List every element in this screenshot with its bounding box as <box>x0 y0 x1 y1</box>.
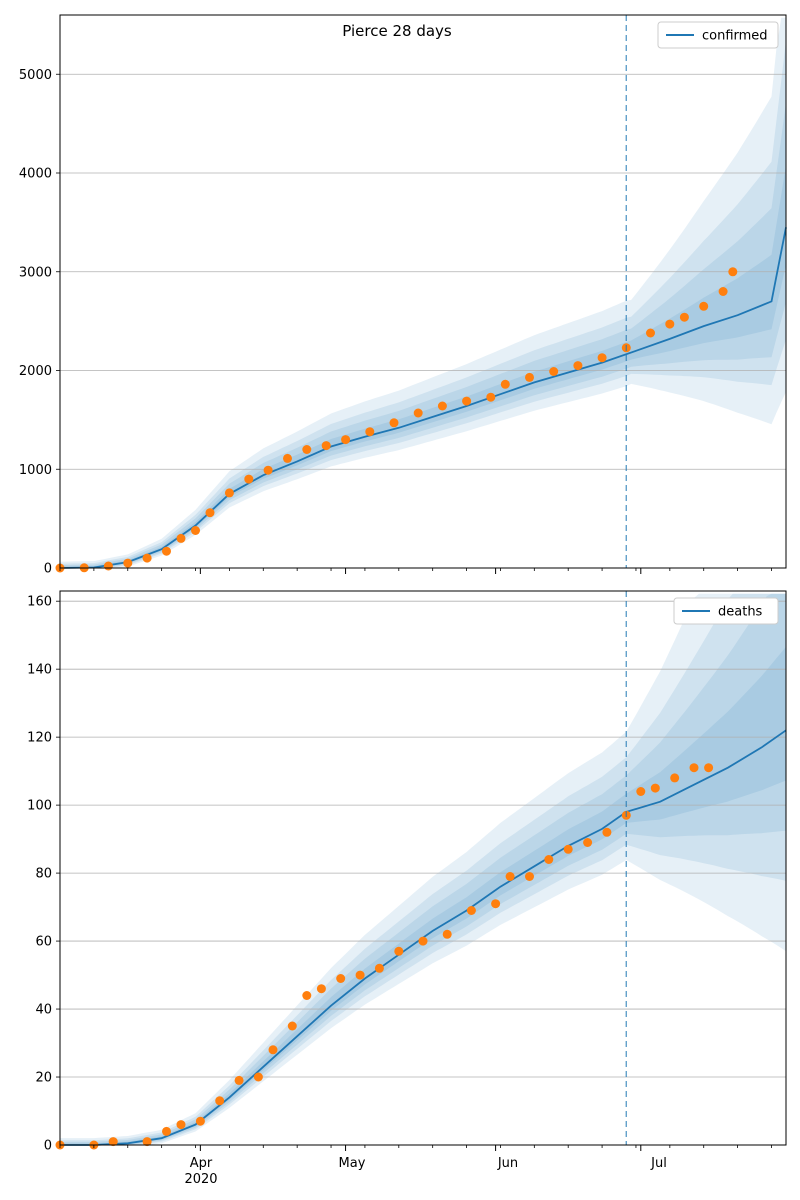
y-tick-label: 80 <box>35 867 52 882</box>
observed-point <box>176 1120 186 1130</box>
observed-point <box>500 379 510 389</box>
observed-point <box>253 1072 263 1082</box>
x-tick-label-jul: Jul <box>650 1156 667 1171</box>
x-axis-labels: Apr May Jun Jul 2020 <box>184 1156 666 1187</box>
observed-point <box>583 838 593 847</box>
observed-point <box>283 453 292 463</box>
observed-point <box>679 312 689 322</box>
observed-point <box>215 1096 225 1106</box>
observed-point <box>191 526 200 535</box>
observed-point <box>123 558 133 568</box>
observed-point <box>413 408 423 418</box>
y-tick-label: 20 <box>35 1071 52 1086</box>
x-year-label: 2020 <box>184 1172 217 1187</box>
uncertainty-band <box>60 17 786 569</box>
observed-point <box>728 267 738 277</box>
y-tick-label: 160 <box>27 595 52 610</box>
observed-point <box>525 872 534 881</box>
y-tick-label: 0 <box>44 562 52 577</box>
observed-point <box>162 546 171 556</box>
observed-point <box>316 984 326 994</box>
observed-point <box>563 844 573 854</box>
observed-point <box>704 763 714 773</box>
observed-point <box>646 328 655 338</box>
observed-point <box>162 1126 171 1136</box>
y-tick-label: 5000 <box>19 68 52 83</box>
observed-point <box>544 855 554 864</box>
observed-point <box>234 1075 244 1085</box>
observed-point <box>205 508 215 518</box>
observed-point <box>418 936 428 946</box>
observed-point <box>287 1021 297 1031</box>
observed-point <box>670 773 680 783</box>
legend-label: deaths <box>718 605 763 620</box>
observed-point <box>394 946 404 956</box>
uncertainty-band <box>60 593 786 1145</box>
observed-point <box>268 1045 278 1055</box>
y-tick-label: 3000 <box>19 265 52 280</box>
observed-point <box>466 906 476 915</box>
uncertainty-band <box>60 102 786 568</box>
observed-point <box>103 561 113 571</box>
x-tick-label-apr: Apr <box>190 1156 213 1171</box>
observed-point <box>650 783 660 793</box>
observed-point <box>195 1116 205 1126</box>
observed-point <box>142 1137 152 1147</box>
legend-box <box>673 597 779 625</box>
model-line <box>60 729 787 1146</box>
observed-point <box>689 763 699 773</box>
y-tick-label: 100 <box>27 799 52 814</box>
observed-point <box>525 372 534 382</box>
observed-point <box>142 553 152 563</box>
observed-point <box>442 929 452 939</box>
x-tick-label-jun: Jun <box>497 1156 518 1171</box>
legend-label: confirmed <box>702 29 768 44</box>
figure-title: Pierce 28 days <box>342 22 452 40</box>
plot-frame <box>59 14 787 569</box>
observed-point <box>244 474 254 484</box>
observed-point <box>665 319 675 329</box>
plot-frame <box>59 590 787 1146</box>
observed-point <box>224 488 234 498</box>
observed-point <box>699 301 709 311</box>
observed-point <box>176 533 186 543</box>
y-tick-label: 40 <box>35 1003 52 1018</box>
y-tick-label: 120 <box>27 731 52 746</box>
confirmed-panel: 0 1000 2000 3000 4000 5000 confirmed <box>19 14 787 577</box>
y-tick-label: 60 <box>35 935 52 950</box>
observed-point <box>263 465 273 475</box>
x-tick-label-may: May <box>339 1156 366 1171</box>
observed-point <box>108 1137 118 1147</box>
legend-box <box>657 21 779 49</box>
observed-point <box>437 401 447 411</box>
deaths-panel: 0 20 40 60 80 100 120 140 160 deaths <box>27 590 787 1154</box>
observed-point <box>597 353 607 363</box>
observed-point <box>302 991 312 1000</box>
uncertainty-band <box>60 593 786 1145</box>
observed-point <box>549 367 559 376</box>
observed-point <box>336 974 346 983</box>
y-tick-label: 1000 <box>19 463 52 478</box>
observed-point <box>321 441 331 451</box>
observed-point <box>374 963 384 973</box>
y-tick-label: 4000 <box>19 167 52 182</box>
observed-point <box>341 435 351 445</box>
observed-point <box>365 427 375 437</box>
observed-point <box>573 361 583 371</box>
observed-point <box>636 787 646 796</box>
observed-point <box>505 872 515 881</box>
observed-point <box>486 392 496 402</box>
observed-point <box>491 899 501 909</box>
y-tick-label: 2000 <box>19 364 52 379</box>
observed-point <box>602 827 612 837</box>
y-tick-label: 140 <box>27 663 52 678</box>
observed-point <box>355 970 365 980</box>
model-line <box>59 227 787 569</box>
observed-point <box>462 396 472 406</box>
observed-point <box>389 418 399 428</box>
observed-point <box>302 445 312 454</box>
observed-point <box>718 287 728 296</box>
y-tick-label: 0 <box>44 1139 52 1154</box>
